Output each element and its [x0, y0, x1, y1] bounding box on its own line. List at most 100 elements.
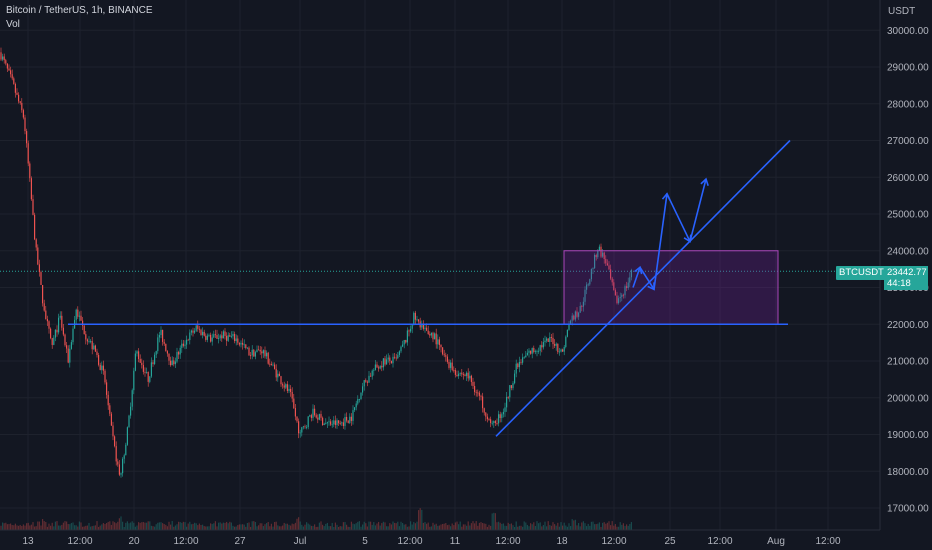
bar-countdown: 44:18 [887, 278, 911, 289]
candle-body [387, 357, 389, 360]
volume-bar [352, 523, 354, 530]
volume-bar [325, 523, 327, 530]
symbol-title[interactable]: Bitcoin / TetherUS, 1h, BINANCE [6, 5, 153, 16]
candle-body [485, 412, 487, 417]
volume-bar [158, 522, 160, 530]
volume-bar [197, 525, 199, 530]
volume-bar [195, 523, 197, 530]
candle-body [426, 327, 428, 331]
candle-body [522, 357, 524, 363]
volume-bar [240, 524, 242, 530]
volume-bar [546, 526, 548, 530]
volume-bar [597, 523, 599, 530]
candle-body [347, 420, 349, 423]
volume-bar [523, 521, 525, 530]
volume-bar [154, 526, 156, 530]
price-tick-label: 22000.00 [887, 320, 929, 331]
volume-bar [131, 521, 133, 530]
volume-bar [595, 524, 597, 530]
candle-body [523, 357, 525, 359]
volume-bar [320, 521, 322, 530]
candle-body [226, 335, 228, 341]
candle-body [82, 320, 84, 326]
price-tick-label: 26000.00 [887, 173, 929, 184]
volume-bar [155, 524, 157, 530]
volume-bar [586, 526, 588, 530]
candle-body [627, 282, 629, 289]
volume-bar [592, 521, 594, 530]
volume-bar [230, 522, 232, 530]
price-tick-label: 28000.00 [887, 99, 929, 110]
candle-body [110, 413, 112, 426]
candle-body [381, 365, 383, 368]
volume-bar [42, 519, 44, 530]
volume-bar [485, 523, 487, 530]
candle-body [298, 421, 300, 434]
volume-bar [322, 524, 324, 530]
candle-body [322, 417, 324, 426]
volume-bar [555, 525, 557, 530]
candle-body [395, 357, 397, 359]
volume-bar [46, 526, 48, 530]
candle-body [176, 352, 178, 362]
volume-bar [341, 526, 343, 530]
candle-body [552, 337, 554, 345]
candle-body [174, 361, 176, 365]
candle-body [202, 331, 204, 336]
candle-body [480, 395, 482, 397]
volume-bar [286, 523, 288, 530]
time-axis[interactable]: 13 12:00 20 12:00 27 Jul 5 12:00 11 12:00 18 12:00 2… [0, 529, 880, 547]
volume-bar [408, 526, 410, 530]
volume-bar [202, 524, 204, 530]
volume-bar [58, 525, 60, 530]
projection-arrowhead [647, 282, 655, 291]
volume-bar [198, 523, 200, 530]
volume-bar [528, 526, 530, 530]
candle-body [181, 343, 183, 348]
volume-bar [253, 521, 255, 530]
candle-body [128, 415, 130, 428]
volume-bar [306, 522, 308, 530]
volume-bar [117, 521, 119, 530]
volume-bar [438, 525, 440, 530]
volume-bar [531, 524, 533, 530]
volume-bar [552, 522, 554, 530]
drawings[interactable] [68, 139, 791, 437]
candle-body [504, 407, 506, 412]
candle-body [461, 372, 463, 375]
candle-body [629, 277, 631, 283]
candle-body [520, 361, 522, 363]
volume-bar [70, 523, 72, 530]
volume-bar [421, 509, 423, 530]
candle-body [51, 338, 53, 345]
price-axis[interactable]: USDT 17000.00 18000.00 19000.00 20000.00 2100… [879, 0, 929, 530]
volume-bar [573, 520, 575, 530]
volume-bar [138, 522, 140, 530]
projection-path [632, 178, 707, 291]
volume-bar [270, 523, 272, 530]
volume-bar [69, 524, 71, 530]
candle-body [117, 461, 119, 465]
volume-bar [67, 524, 69, 530]
volume-bar [515, 521, 517, 530]
volume-bar [336, 524, 338, 530]
symbol-price-tag: BTCUSDT [836, 266, 887, 280]
volume-bar [413, 522, 415, 530]
volume-label[interactable]: Vol [6, 19, 20, 30]
candle-body [32, 199, 34, 215]
volume-bar [589, 525, 591, 530]
candle-body [256, 349, 258, 353]
volume-bar [235, 526, 237, 530]
volume-bar [40, 525, 42, 530]
volume-bar [550, 525, 552, 530]
candle-body [96, 351, 98, 356]
candle-body [488, 419, 490, 420]
volume-bar [6, 524, 8, 530]
volume-bar [464, 524, 466, 530]
volume-bar [378, 521, 380, 530]
volume-bar [3, 523, 5, 530]
candle-body [394, 356, 396, 358]
candle-body [187, 339, 189, 341]
candle-body [474, 386, 476, 392]
